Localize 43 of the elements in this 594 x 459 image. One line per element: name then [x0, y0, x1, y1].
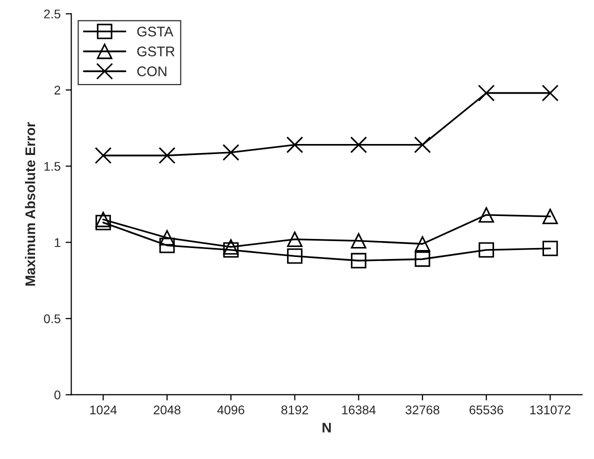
point: [350, 252, 366, 268]
x-tick-label: 4096: [217, 405, 244, 414]
y-tick-label: 1: [54, 238, 60, 247]
point: [414, 136, 431, 154]
point: [96, 214, 111, 230]
point: [478, 207, 494, 223]
legend-label: GSTA: [137, 26, 174, 36]
y-tick-label: 1.5: [44, 162, 60, 171]
point: [287, 248, 302, 264]
point: [158, 147, 176, 164]
point: [223, 242, 239, 258]
point: [159, 238, 175, 254]
point: [286, 136, 304, 154]
point: [478, 242, 494, 258]
x-tick-label: 65536: [470, 405, 504, 414]
point: [287, 232, 302, 248]
point: [159, 230, 175, 246]
point: [414, 251, 430, 267]
x-tick-label: 2048: [154, 405, 180, 414]
point: [542, 208, 558, 224]
point: [223, 239, 239, 255]
legend-label: GSTR: [137, 46, 174, 56]
x-tick-label: 1024: [90, 405, 117, 414]
legend-label: CON: [137, 66, 166, 76]
point: [350, 136, 368, 154]
point: [350, 233, 366, 249]
y-tick-label: 2.5: [44, 10, 60, 18]
y-tick-label: 0: [54, 390, 60, 400]
x-tick-label: 131072: [530, 405, 570, 414]
x-tick-label: 16384: [342, 405, 376, 414]
point: [222, 144, 240, 161]
point: [96, 212, 111, 228]
y-tick-label: 2: [54, 86, 60, 94]
x-axis-title: N: [322, 422, 331, 432]
y-tick-label: 0.5: [44, 314, 60, 324]
x-tick-label: 32768: [406, 405, 440, 414]
point: [94, 147, 112, 164]
point: [542, 240, 558, 256]
y-axis-title: Maximum Absolute Error: [24, 122, 36, 286]
point: [414, 236, 430, 252]
point: [478, 84, 495, 102]
x-tick-label: 8192: [281, 405, 308, 414]
point: [542, 84, 559, 102]
